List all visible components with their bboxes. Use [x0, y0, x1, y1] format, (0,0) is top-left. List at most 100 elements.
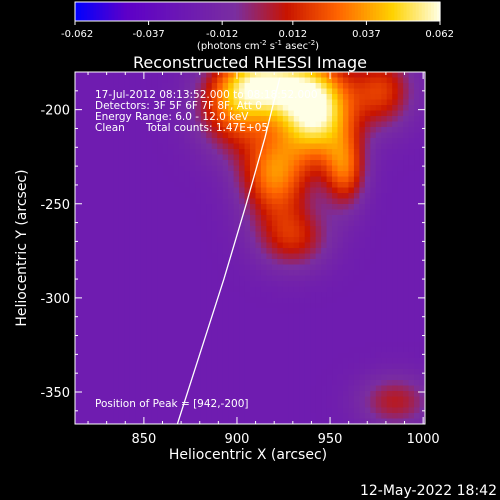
heatmap-cell — [293, 94, 300, 100]
heatmap-cell — [260, 187, 267, 194]
heatmap-cell — [386, 336, 393, 342]
heatmap-cell — [375, 165, 382, 172]
colorbar-cell — [385, 2, 389, 21]
heatmap-cell — [135, 110, 142, 117]
colorbar-unit-label: (photons cm-2 s-1 asec-2) — [197, 39, 319, 52]
heatmap-cell — [222, 99, 229, 106]
heatmap-cell — [315, 363, 322, 370]
heatmap-cell — [75, 143, 81, 150]
heatmap-cell — [211, 193, 218, 199]
heatmap-cell — [386, 358, 393, 364]
heatmap-cell — [85, 336, 92, 342]
heatmap-cell — [321, 319, 328, 326]
heatmap-cell — [260, 242, 267, 249]
heatmap-cell — [140, 396, 147, 403]
heatmap-cell — [107, 347, 114, 353]
heatmap-cell — [353, 72, 360, 78]
heatmap-cell — [96, 314, 103, 320]
heatmap-cell — [299, 187, 306, 194]
heatmap-cell — [299, 402, 306, 408]
heatmap-cell — [162, 149, 169, 155]
heatmap-cell — [157, 253, 163, 260]
heatmap-cell — [96, 242, 103, 249]
heatmap-cell — [146, 374, 153, 381]
heatmap-cell — [195, 182, 202, 188]
heatmap-cell — [178, 374, 185, 381]
heatmap-cell — [381, 330, 388, 337]
heatmap-cell — [162, 286, 169, 293]
heatmap-cell — [370, 286, 377, 293]
heatmap-cell — [124, 121, 131, 128]
heatmap-cell — [282, 121, 289, 128]
heatmap-cell — [375, 110, 382, 117]
heatmap-cell — [211, 127, 218, 133]
heatmap-cell — [321, 270, 328, 276]
heatmap-cell — [332, 275, 338, 282]
heatmap-cell — [359, 248, 366, 254]
heatmap-cell — [233, 99, 240, 106]
heatmap-cell — [113, 418, 120, 424]
heatmap-cell — [386, 325, 393, 331]
heatmap-cell — [107, 171, 114, 177]
heatmap-cell — [211, 358, 218, 364]
heatmap-cell — [135, 369, 142, 375]
heatmap-cell — [217, 171, 224, 177]
heatmap-cell — [206, 105, 213, 111]
heatmap-cell — [228, 83, 235, 89]
heatmap-cell — [75, 286, 81, 293]
heatmap-cell — [124, 264, 131, 271]
heatmap-cell — [293, 297, 300, 304]
heatmap-cell — [321, 132, 328, 139]
heatmap-cell — [326, 143, 333, 150]
heatmap-cell — [75, 248, 81, 254]
heatmap-cell — [414, 209, 421, 216]
heatmap-cell — [173, 237, 180, 243]
heatmap-cell — [375, 198, 382, 205]
heatmap-cell — [222, 308, 229, 315]
heatmap-cell — [326, 88, 333, 95]
heatmap-cell — [200, 72, 207, 78]
heatmap-cell — [392, 154, 399, 161]
heatmap-cell — [173, 88, 180, 95]
heatmap-cell — [124, 380, 131, 386]
heatmap-cell — [184, 363, 191, 370]
heatmap-cell — [102, 341, 109, 348]
heatmap-cell — [184, 215, 191, 221]
heatmap-cell — [135, 143, 142, 150]
heatmap-cell — [271, 121, 278, 128]
heatmap-cell — [364, 330, 371, 337]
heatmap-cell — [293, 88, 300, 95]
heatmap-cell — [85, 308, 92, 315]
heatmap-cell — [397, 176, 404, 183]
heatmap-cell — [135, 292, 142, 298]
colorbar-cell — [318, 2, 322, 21]
heatmap-cell — [260, 418, 267, 424]
heatmap-cell — [118, 220, 125, 227]
heatmap-cell — [244, 193, 251, 199]
heatmap-cell — [408, 407, 415, 414]
heatmap-cell — [315, 226, 322, 232]
heatmap-cell — [167, 281, 174, 287]
heatmap-cell — [271, 413, 278, 419]
heatmap-cell — [299, 270, 306, 276]
heatmap-cell — [233, 198, 240, 205]
heatmap-cell — [381, 149, 388, 155]
heatmap-cell — [348, 77, 355, 84]
heatmap-cell — [107, 187, 114, 194]
heatmap-cell — [260, 341, 267, 348]
heatmap-cell — [299, 314, 306, 320]
heatmap-cell — [91, 303, 98, 309]
heatmap-cell — [326, 352, 333, 359]
heatmap-cell — [403, 165, 410, 172]
heatmap-cell — [211, 187, 218, 194]
heatmap-cell — [381, 308, 388, 315]
heatmap-cell — [326, 275, 333, 282]
heatmap-cell — [255, 94, 262, 100]
heatmap-cell — [337, 369, 344, 375]
heatmap-cell — [348, 270, 355, 276]
heatmap-cell — [321, 105, 328, 111]
heatmap-cell — [342, 242, 349, 249]
heatmap-cell — [288, 176, 295, 183]
heatmap-cell — [419, 72, 425, 78]
heatmap-cell — [135, 99, 142, 106]
